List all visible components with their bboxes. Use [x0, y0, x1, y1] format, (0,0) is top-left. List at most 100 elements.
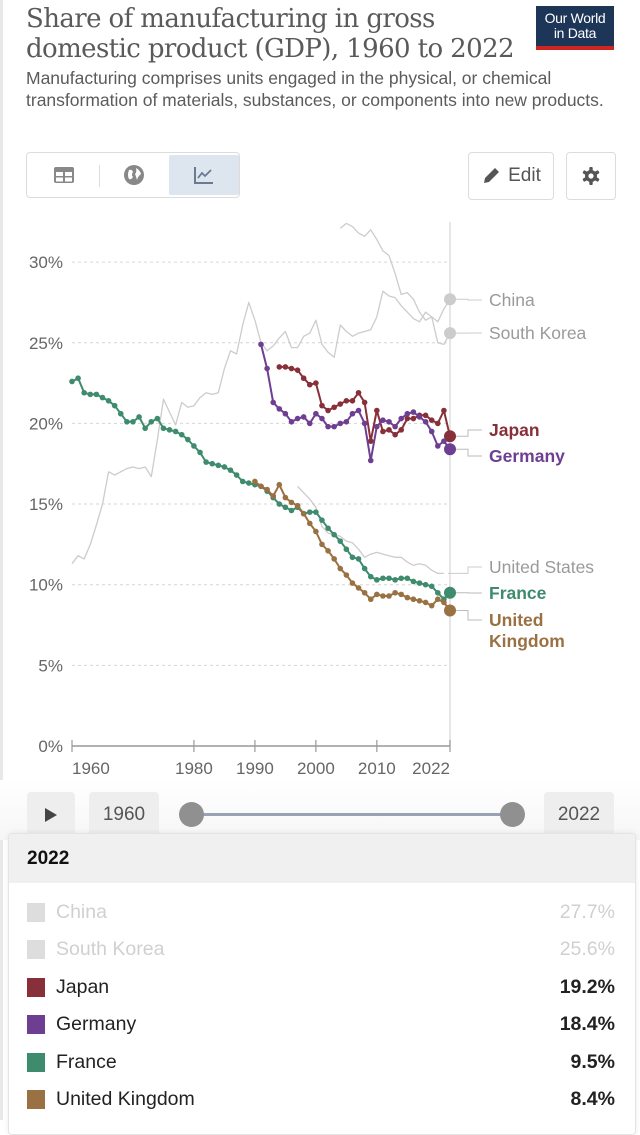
tooltip-value: 27.7% — [560, 901, 615, 924]
data-point — [222, 464, 228, 470]
data-point — [307, 521, 313, 527]
data-point — [356, 585, 362, 591]
legend-swatch — [27, 940, 45, 959]
tab-table[interactable] — [29, 155, 99, 195]
data-point — [411, 579, 417, 585]
timeline-track[interactable] — [198, 813, 508, 816]
data-point — [350, 580, 356, 586]
data-point — [398, 427, 404, 433]
data-point — [203, 459, 209, 465]
y-tick-label: 30% — [29, 253, 63, 272]
x-tick-label: 2010 — [358, 759, 396, 778]
data-point — [319, 403, 325, 409]
data-point — [337, 566, 343, 572]
x-tick-label: 1960 — [72, 759, 110, 778]
data-point — [270, 400, 276, 406]
table-icon — [53, 166, 75, 184]
tab-chart[interactable] — [169, 155, 239, 195]
data-point — [331, 556, 337, 562]
series-lines — [69, 223, 456, 616]
play-button[interactable] — [27, 792, 75, 838]
data-point — [264, 487, 270, 493]
data-point — [356, 408, 362, 414]
data-point — [362, 421, 368, 427]
data-point — [197, 450, 203, 456]
settings-button[interactable] — [566, 152, 616, 200]
data-point — [69, 379, 75, 385]
data-point — [295, 416, 301, 422]
data-point — [441, 438, 447, 444]
data-point — [405, 575, 411, 581]
data-point — [264, 366, 270, 372]
data-point — [228, 467, 234, 473]
data-point — [161, 425, 167, 431]
data-point — [368, 574, 374, 580]
data-point — [417, 414, 423, 420]
data-point — [337, 401, 343, 407]
data-point — [307, 421, 313, 427]
data-point — [362, 400, 368, 406]
series-line — [255, 482, 450, 611]
series-label: China — [489, 290, 535, 310]
data-point — [380, 417, 386, 423]
data-point — [301, 375, 307, 381]
owid-logo[interactable]: Our World in Data — [536, 6, 614, 50]
data-point — [405, 595, 411, 601]
data-point — [423, 600, 429, 606]
data-point — [386, 593, 392, 599]
tooltip-value: 18.4% — [560, 1013, 615, 1036]
x-tick-label: 1980 — [175, 759, 213, 778]
data-point — [234, 472, 240, 478]
y-tick-label: 5% — [38, 656, 63, 675]
data-point — [319, 542, 325, 548]
data-point — [319, 517, 325, 523]
data-point — [368, 458, 374, 464]
data-point — [435, 421, 441, 427]
series-label: Germany — [489, 446, 565, 466]
timeline-end-handle[interactable] — [500, 802, 525, 827]
data-point — [313, 380, 319, 386]
legend-swatch — [27, 903, 45, 922]
end-year-button[interactable]: 2022 — [544, 792, 614, 838]
tab-map[interactable] — [99, 155, 169, 195]
data-point — [319, 416, 325, 422]
data-point — [307, 382, 313, 388]
data-point — [380, 429, 386, 435]
series-germany — [258, 342, 456, 464]
data-point — [289, 419, 295, 425]
data-point — [429, 603, 435, 609]
data-point — [167, 427, 173, 433]
start-year-button[interactable]: 1960 — [89, 792, 159, 838]
data-point — [398, 575, 404, 581]
globe-icon — [123, 164, 145, 186]
edit-button[interactable]: Edit — [468, 152, 554, 200]
data-point — [289, 500, 295, 506]
data-point — [337, 538, 343, 544]
series-china — [340, 223, 456, 321]
data-point — [130, 419, 136, 425]
data-point — [441, 600, 447, 606]
data-point — [350, 554, 356, 560]
data-point — [295, 367, 301, 373]
tooltip-value: 19.2% — [560, 976, 615, 999]
play-icon — [44, 807, 58, 823]
data-point — [142, 425, 148, 431]
label-line: United — [489, 610, 543, 630]
label-connector — [448, 567, 482, 573]
data-point — [392, 424, 398, 430]
data-point — [185, 437, 191, 443]
data-point — [100, 395, 106, 401]
data-point — [216, 463, 222, 469]
timeline-start-handle[interactable] — [179, 802, 204, 827]
data-point — [295, 503, 301, 509]
data-point — [313, 509, 319, 515]
